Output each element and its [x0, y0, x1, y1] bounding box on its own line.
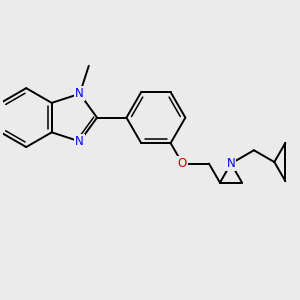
Text: N: N	[75, 87, 84, 100]
Text: N: N	[75, 135, 84, 148]
Text: O: O	[178, 157, 187, 170]
Text: N: N	[226, 157, 236, 170]
